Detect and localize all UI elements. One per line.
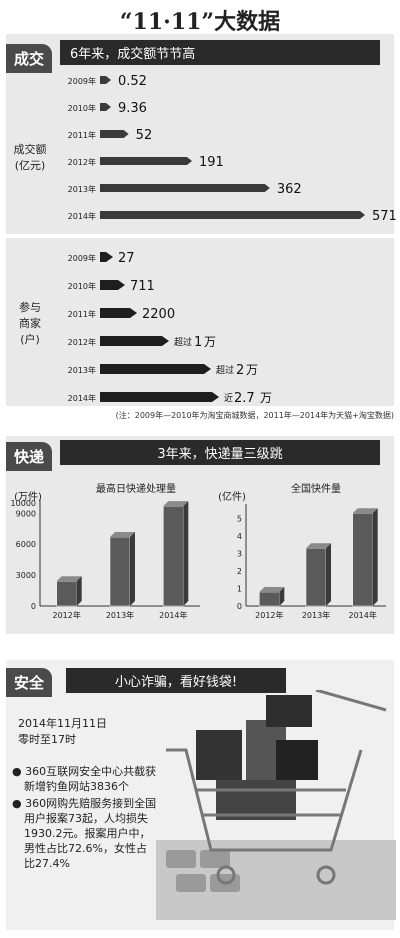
security-bullet-1: ● 360互联网安全中心共截获 新增钓鱼网站3836个 <box>12 764 182 794</box>
bullet-1-line-1-text: 360互联网安全中心共截获 <box>25 765 157 778</box>
section-banner-security: 小心诈骗，看好钱袋! <box>66 668 286 693</box>
bullet-2-line-2: 用户报案73起，人均损失 <box>24 812 148 825</box>
section-banner-express: 3年来，快递量三级跳 <box>60 440 380 465</box>
cart-frame <box>166 690 387 885</box>
right-chart-unit: (亿件) <box>218 492 246 503</box>
bullet-2-line-1: ● 360网购先赔服务接到全国 <box>12 797 157 810</box>
merchant-axis-label-line1: 参与 <box>19 301 41 314</box>
sales-axis-label-line2: (亿元) <box>14 159 46 172</box>
security-section: 安全 小心诈骗，看好钱袋! 2014年11月11日 零时至17时 ● 360互联… <box>6 660 396 930</box>
merchant-axis-label: 参与 商家 (户) <box>8 300 52 348</box>
right-chart-title: 全国快件量 <box>291 484 341 495</box>
security-date: 2014年11月11日 <box>18 717 107 730</box>
section-banner-sales: 6年来，成交额节节高 <box>60 40 380 65</box>
merchants-section: 参与 商家 (户) <box>6 238 394 406</box>
bullet-2-line-4: 男性占比72.6%，女性占 <box>24 842 147 855</box>
section-tab-sales: 成交 <box>6 44 53 73</box>
security-bullet-2: ● 360网购先赔服务接到全国 用户报案73起，人均损失 1930.2元。报案用… <box>12 796 182 871</box>
bullet-2-line-1-text: 360网购先赔服务接到全国 <box>25 797 157 810</box>
section-tab-security: 安全 <box>6 668 53 697</box>
left-chart-unit: (万件) <box>14 492 42 503</box>
express-section: 快递 3年来，快递量三级跳 最高日快递处理量 全国快件量 (万件) (亿件) <box>6 436 394 634</box>
section-tab-express: 快递 <box>6 442 53 471</box>
bullet-2-line-5: 比27.4% <box>24 857 70 870</box>
sales-section: 成交 6年来，成交额节节高 成交额 (亿元) <box>6 34 394 234</box>
bullet-2-line-3: 1930.2元。报案用户中， <box>24 827 151 840</box>
sales-axis-label-line1: 成交额 <box>13 143 47 156</box>
data-note: (注：2009年—2010年为淘宝商城数据，2011年—2014年为天猫+淘宝数… <box>115 411 394 420</box>
keyboard-background <box>156 840 396 920</box>
shopping-cart-icon <box>156 690 396 920</box>
merchant-axis-label-line2: 商家 <box>19 317 41 330</box>
page-title: “11·11”大数据 <box>119 9 281 35</box>
bullet-1-line-1: ● 360互联网安全中心共截获 <box>12 765 157 778</box>
security-time: 零时至17时 <box>18 733 76 746</box>
merchant-axis-label-line3: (户) <box>20 333 40 346</box>
left-chart-title: 最高日快递处理量 <box>96 484 176 495</box>
bullet-1-line-2: 新增钓鱼网站3836个 <box>24 780 129 793</box>
sales-axis-label: 成交额 (亿元) <box>8 142 52 174</box>
gift-boxes <box>196 695 318 820</box>
